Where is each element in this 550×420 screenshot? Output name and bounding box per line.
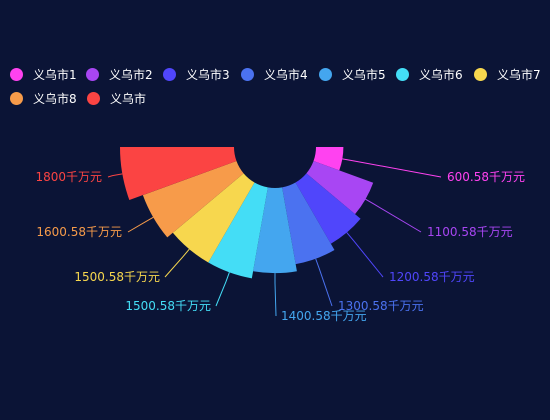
- legend-marker: [86, 67, 99, 81]
- label-leader-line: [346, 232, 384, 278]
- legend-marker: [319, 67, 332, 81]
- rose-slice[interactable]: [253, 187, 297, 274]
- legend-label: 义乌市7: [497, 67, 541, 82]
- rose-slice[interactable]: [306, 161, 374, 215]
- legend-item[interactable]: 义乌市6: [396, 66, 463, 82]
- rose-slice[interactable]: [208, 182, 268, 279]
- label-leader-line: [365, 198, 422, 233]
- legend-marker: [163, 67, 176, 81]
- slice-value-label: 1400.58千万元: [281, 309, 367, 323]
- legend-label: 义乌市1: [33, 67, 77, 82]
- label-leader-line: [107, 173, 123, 178]
- label-leader-line: [127, 216, 154, 233]
- legend-marker: [396, 67, 409, 81]
- rose-slice[interactable]: [142, 161, 244, 238]
- legend-marker: [87, 91, 100, 105]
- slice-value-label: 1500.58千万元: [125, 299, 211, 313]
- legend-marker: [10, 91, 23, 105]
- label-leader-line: [274, 273, 277, 317]
- rose-slice[interactable]: [120, 147, 237, 201]
- legend-item[interactable]: 义乌市4: [241, 66, 308, 82]
- chart-legend: 义乌市1 义乌市2 义乌市3 义乌市4 义乌市5 义乌市6 义乌市7 义乌市8 义乌市: [0, 0, 550, 110]
- legend-label: 义乌市: [110, 91, 147, 106]
- legend-label: 义乌市6: [419, 67, 463, 82]
- legend-label: 义乌市5: [342, 67, 386, 82]
- slice-value-label: 1500.58千万元: [74, 270, 160, 284]
- legend-item[interactable]: 义乌市5: [319, 66, 386, 82]
- legend-label: 义乌市2: [109, 67, 153, 82]
- label-leader-line: [164, 248, 190, 278]
- rose-slice[interactable]: [172, 173, 255, 263]
- legend-item[interactable]: 义乌市: [87, 90, 146, 106]
- legend-label: 义乌市8: [33, 91, 77, 106]
- label-leader-line: [315, 258, 333, 307]
- slice-value-label: 1800千万元: [35, 170, 102, 184]
- rose-slice[interactable]: [313, 147, 344, 171]
- legend-marker: [10, 67, 23, 81]
- legend-label: 义乌市4: [264, 67, 308, 82]
- slice-value-label: 1300.58千万元: [338, 299, 424, 313]
- legend-marker: [241, 67, 254, 81]
- slice-value-label: 1200.58千万元: [389, 270, 475, 284]
- legend-item[interactable]: 义乌市7: [474, 66, 541, 82]
- slice-value-label: 1600.58千万元: [36, 225, 122, 239]
- slice-value-label: 600.58千万元: [447, 170, 525, 184]
- legend-item[interactable]: 义乌市1: [10, 66, 77, 82]
- legend-item[interactable]: 义乌市2: [86, 66, 153, 82]
- label-leader-line: [342, 158, 442, 178]
- legend-item[interactable]: 义乌市3: [163, 66, 230, 82]
- label-leader-line: [215, 272, 230, 307]
- rose-slice[interactable]: [295, 173, 361, 244]
- legend-label: 义乌市3: [186, 67, 230, 82]
- legend-marker: [474, 67, 487, 81]
- slice-value-label: 1100.58千万元: [427, 225, 513, 239]
- legend-item[interactable]: 义乌市8: [10, 90, 77, 106]
- rose-slice[interactable]: [282, 182, 335, 265]
